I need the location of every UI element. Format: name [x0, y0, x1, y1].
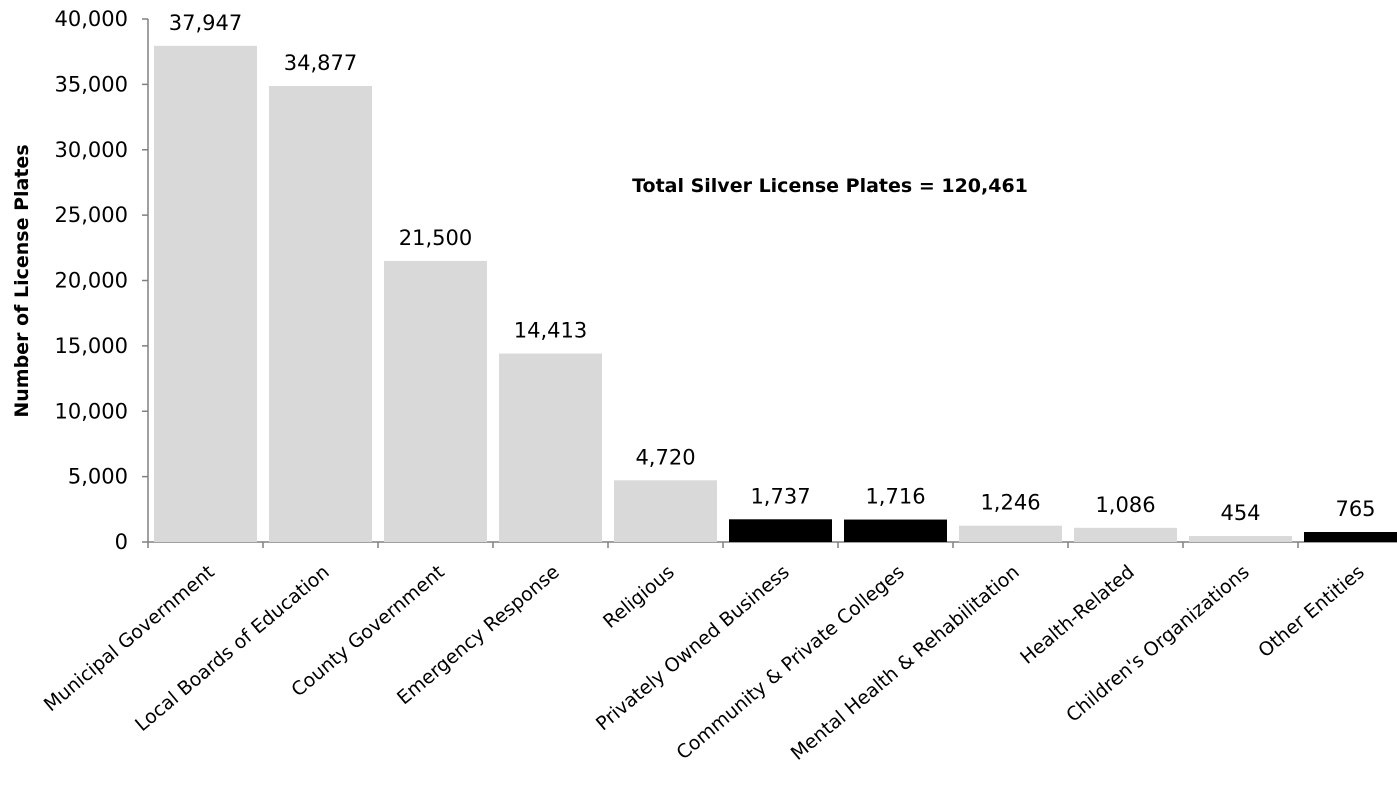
bar — [499, 353, 602, 542]
y-axis-title: Number of License Plates — [11, 144, 33, 417]
y-tick-label: 0 — [115, 530, 128, 554]
bar — [1189, 536, 1292, 542]
category-label: Health-Related — [1016, 561, 1138, 669]
bar — [729, 519, 832, 542]
y-tick-label: 25,000 — [55, 203, 128, 227]
category-label: Mental Health & Rehabilitation — [787, 561, 1024, 765]
data-label: 14,413 — [514, 319, 587, 343]
data-label: 765 — [1335, 497, 1375, 521]
bar — [1074, 527, 1177, 542]
y-tick-label: 35,000 — [55, 72, 128, 96]
bar — [614, 480, 717, 542]
data-labels: 37,947 34,877 21,500 14,413 4,720 1,737 1,716 1… — [169, 11, 1376, 525]
data-label: 1,737 — [750, 484, 810, 508]
y-tick-label: 20,000 — [55, 269, 128, 293]
bar — [154, 45, 257, 542]
category-label: Community & Private Colleges — [672, 561, 908, 764]
category-label: Other Entities — [1254, 561, 1369, 662]
data-label: 21,500 — [399, 226, 472, 250]
category-label: Privately Owned Business — [592, 561, 794, 735]
y-tick-label: 15,000 — [55, 334, 128, 358]
y-axis: 0 5,000 10,000 15,000 20,000 25,000 30,000 35,0… — [55, 7, 149, 554]
category-label: Local Boards of Education — [131, 561, 334, 736]
data-label: 1,086 — [1095, 493, 1155, 517]
y-tick-label: 5,000 — [68, 465, 128, 489]
data-label: 4,720 — [635, 445, 695, 469]
data-label: 1,246 — [980, 491, 1040, 515]
data-label: 454 — [1220, 501, 1260, 525]
data-label: 34,877 — [284, 51, 357, 75]
y-tick-label: 30,000 — [55, 138, 128, 162]
bar — [844, 519, 947, 542]
y-tick-label: 40,000 — [55, 7, 128, 31]
data-label: 37,947 — [169, 11, 242, 35]
x-axis — [147, 541, 1397, 548]
bar — [959, 525, 1062, 542]
category-label: Religious — [599, 561, 679, 633]
bars — [154, 45, 1397, 543]
bar — [1304, 531, 1397, 542]
bar — [269, 85, 372, 543]
category-label: Children's Organizations — [1062, 561, 1254, 727]
total-annotation: Total Silver License Plates = 120,461 — [632, 175, 1028, 197]
bar — [384, 260, 487, 542]
data-label: 1,716 — [865, 485, 925, 509]
y-tick-label: 10,000 — [55, 399, 128, 423]
